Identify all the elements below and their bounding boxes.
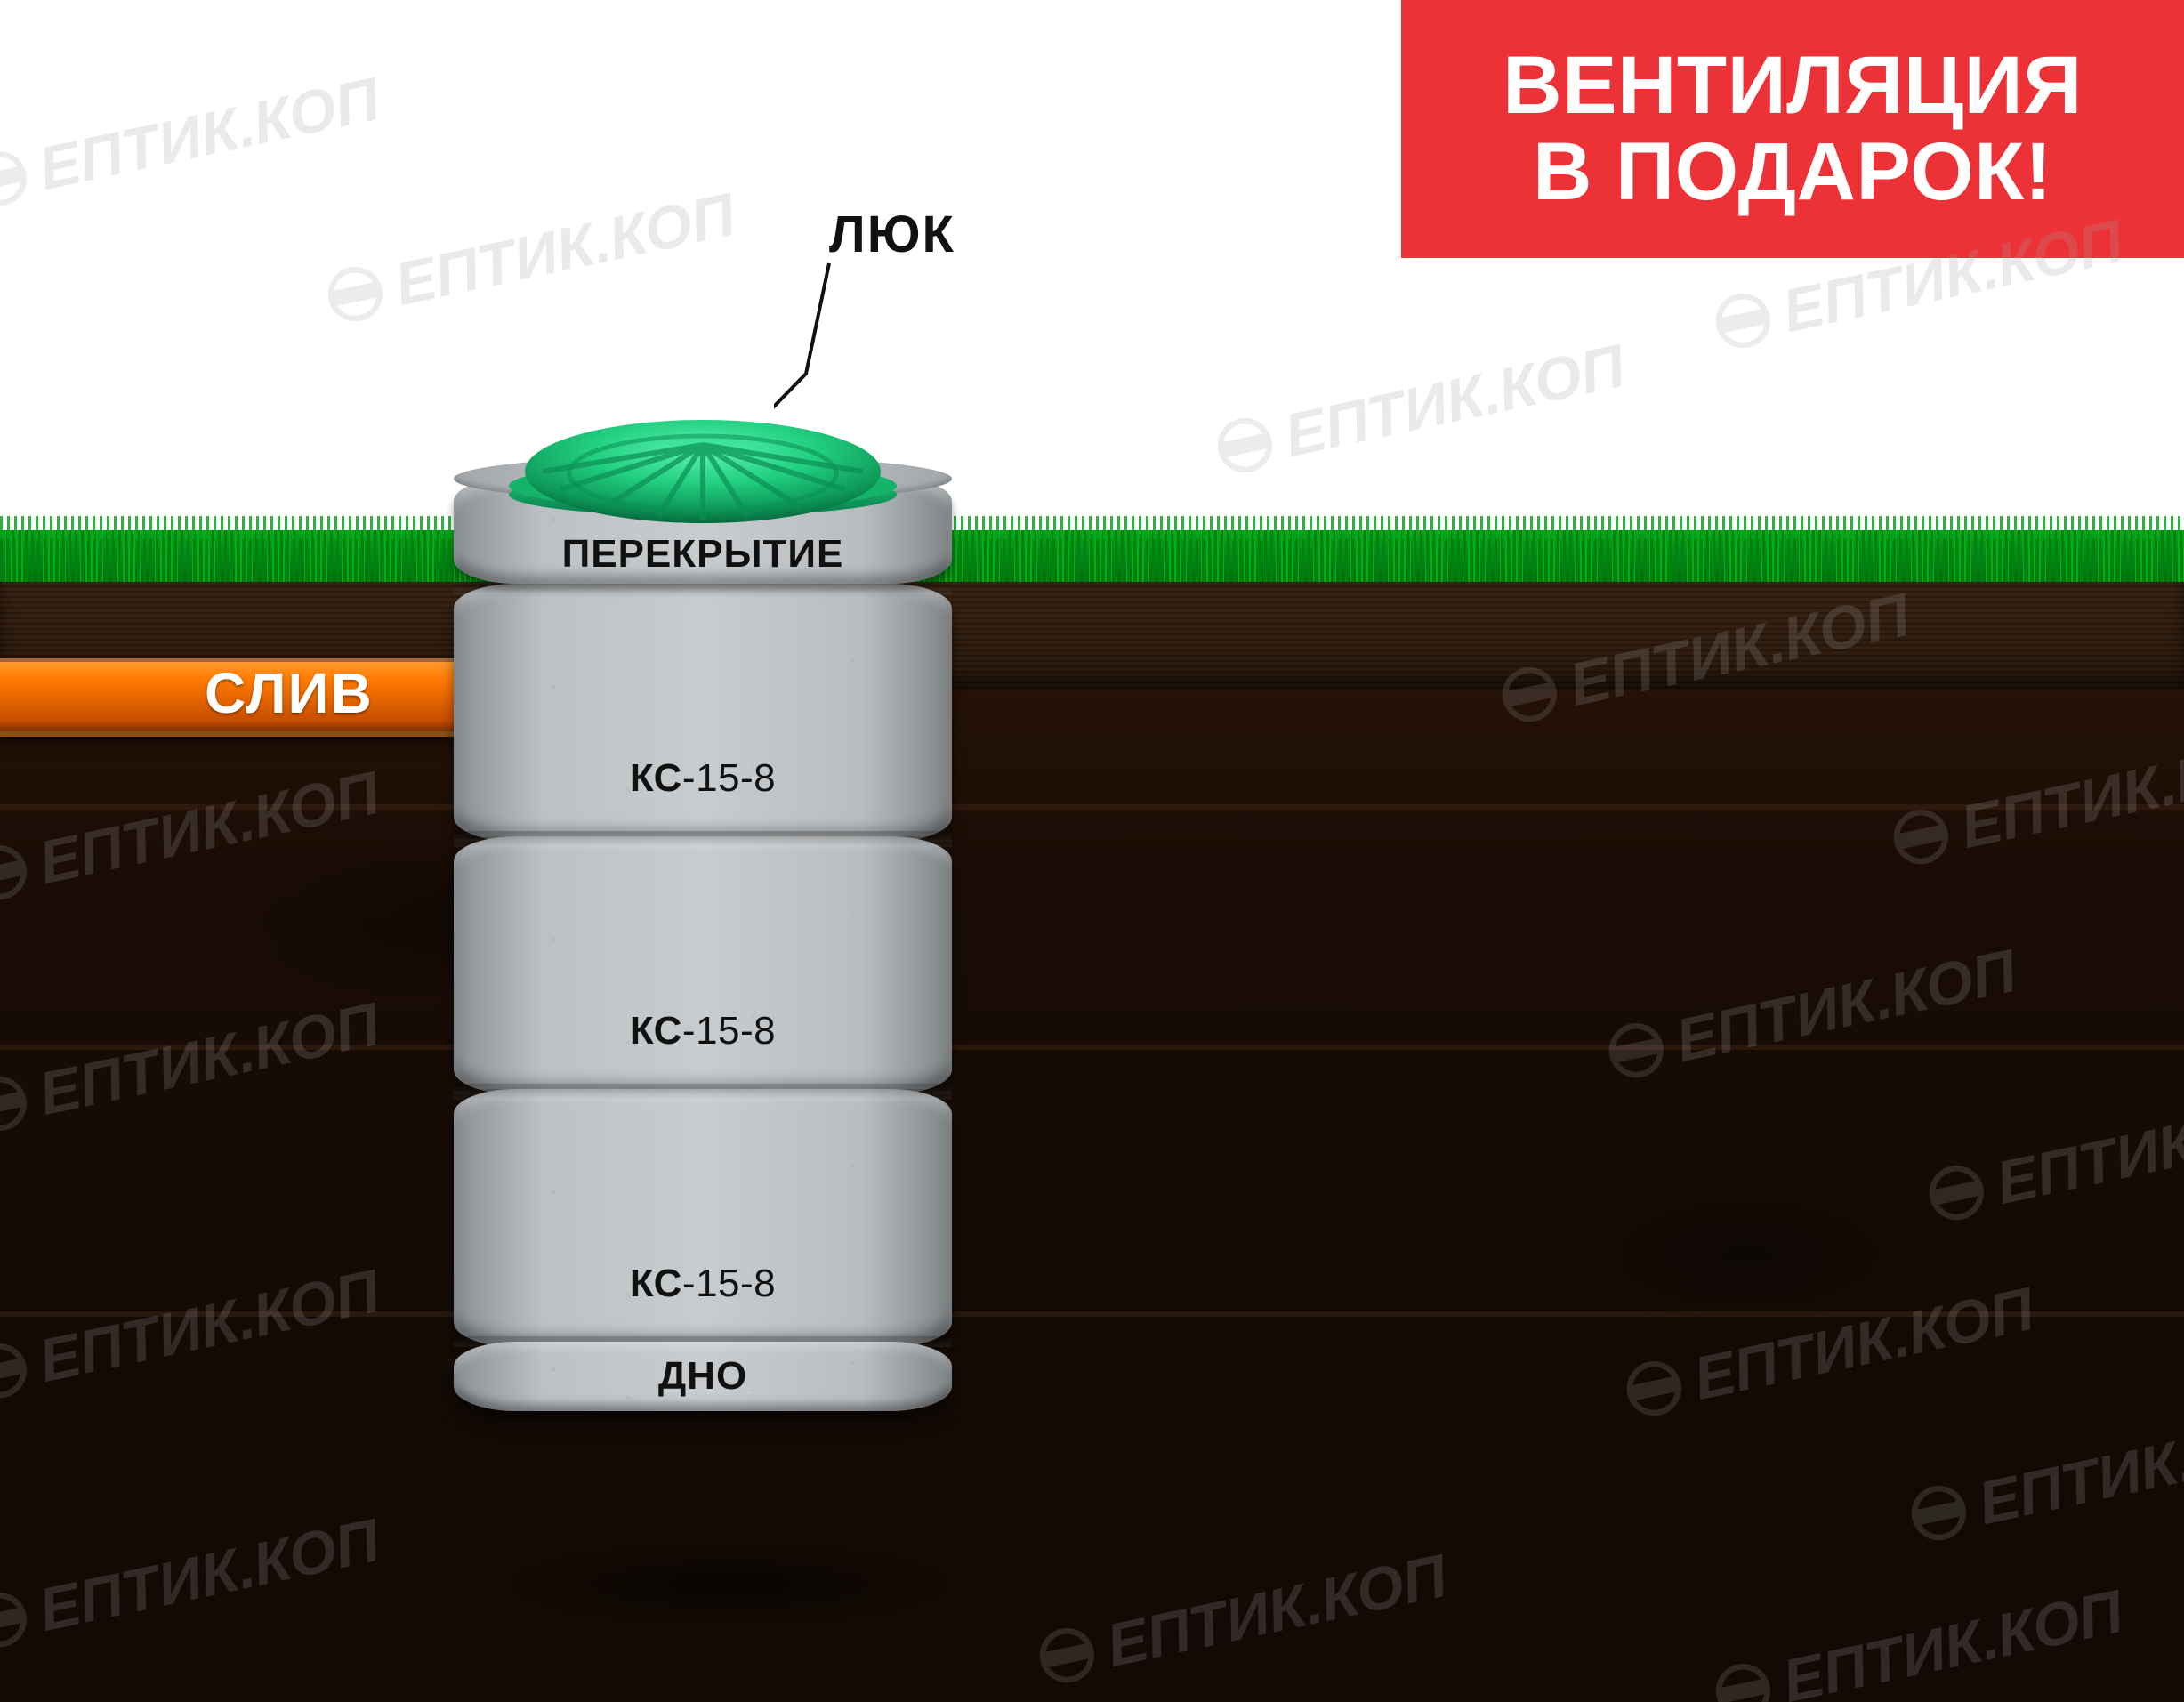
ring-seam (454, 836, 952, 847)
promo-banner: ВЕНТИЛЯЦИЯ В ПОДАРОК! (1401, 0, 2184, 258)
grass-strip (0, 530, 2184, 582)
diagram-stage: ВЕНТИЛЯЦИЯ В ПОДАРОК! СЛИВ (0, 0, 2184, 1702)
ring-label-rest: -15-8 (682, 1009, 776, 1053)
ring-label: КС-15-8 (630, 1262, 776, 1306)
bottom-slab-label: ДНО (658, 1354, 747, 1399)
promo-line-1: ВЕНТИЛЯЦИЯ (1503, 43, 2083, 129)
ring-label: КС-15-8 (630, 1009, 776, 1053)
soil (0, 582, 2184, 1702)
ring-seam (454, 1089, 952, 1100)
ring-seam (454, 584, 952, 594)
manhole-lid (507, 409, 899, 516)
soil-strip (0, 1311, 2184, 1317)
cover-slab-label: ПЕРЕКРЫТИЕ (562, 532, 844, 577)
well-shadow (418, 1530, 1041, 1637)
drain-pipe-label: СЛИВ (205, 660, 374, 726)
soil-strip (0, 804, 2184, 810)
ring-label-bold: КС (630, 1009, 682, 1053)
promo-line-2: В ПОДАРОК! (1533, 129, 2052, 215)
soil-strip (0, 1045, 2184, 1050)
concrete-ring: КС-15-8 (454, 836, 952, 1094)
ring-label-rest: -15-8 (682, 756, 776, 800)
concrete-ring: КС-15-8 (454, 584, 952, 842)
manhole-lid-icon (507, 409, 899, 516)
bottom-slab: ДНО (454, 1342, 952, 1411)
ring-label-rest: -15-8 (682, 1262, 776, 1305)
well-assembly: ПЕРЕКРЫТИЕ КС-15-8 КС-15-8 КС-15-8 (454, 409, 952, 1411)
ring-label-bold: КС (630, 756, 682, 800)
ring-label: КС-15-8 (630, 756, 776, 801)
concrete-ring: КС-15-8 (454, 1089, 952, 1347)
ring-label-bold: КС (630, 1262, 682, 1305)
